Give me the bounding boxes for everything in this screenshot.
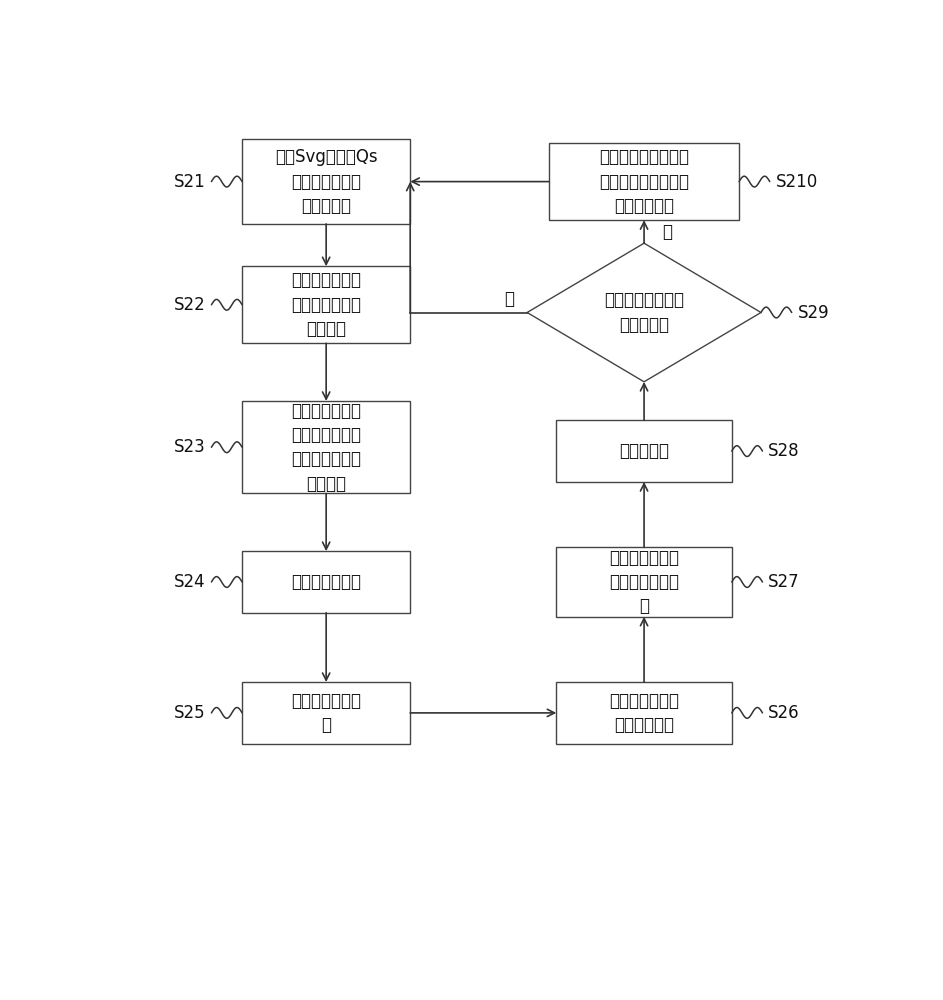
Text: 构建数据库: 构建数据库 [619, 442, 670, 460]
Text: S22: S22 [174, 296, 206, 314]
Text: S26: S26 [769, 704, 800, 722]
Text: S23: S23 [174, 438, 206, 456]
Text: 调用配电网自动
化系统中的实时
潮流数据: 调用配电网自动 化系统中的实时 潮流数据 [291, 271, 361, 338]
Text: 将配电网设备参
数和实时潮流数
据构建成配电网
优化模型: 将配电网设备参 数和实时潮流数 据构建成配电网 优化模型 [291, 402, 361, 493]
Bar [242, 401, 410, 493]
Text: 调用Svg文件和Qs
文件，得到配电
网设备参数: 调用Svg文件和Qs 文件，得到配电 网设备参数 [274, 148, 377, 215]
Text: 否: 否 [504, 290, 514, 308]
Text: S24: S24 [174, 573, 206, 591]
Bar [242, 682, 410, 744]
Text: 控制参数是否满足
数据库要求: 控制参数是否满足 数据库要求 [604, 291, 684, 334]
Text: S29: S29 [798, 304, 829, 322]
Text: 计算环网内有功
潮流控制极限: 计算环网内有功 潮流控制极限 [609, 692, 679, 734]
Bar [556, 547, 732, 617]
Text: 获取主变压器容
量和电厂装机容
量: 获取主变压器容 量和电厂装机容 量 [609, 549, 679, 615]
Text: 生成潮流控制信号，
将潮流控制信号返回
调度监控系统: 生成潮流控制信号， 将潮流控制信号返回 调度监控系统 [599, 148, 689, 215]
Polygon shape [527, 243, 761, 382]
Text: S21: S21 [174, 173, 206, 191]
Text: 获取潮流计算参
数: 获取潮流计算参 数 [291, 692, 361, 734]
Bar [549, 143, 739, 220]
Text: S28: S28 [769, 442, 800, 460]
Text: S25: S25 [174, 704, 206, 722]
Bar [242, 551, 410, 613]
Bar [556, 420, 732, 482]
Text: S210: S210 [776, 173, 818, 191]
Text: 是: 是 [662, 223, 672, 241]
Text: 合环转供电计算: 合环转供电计算 [291, 573, 361, 591]
Bar [556, 682, 732, 744]
Text: S27: S27 [769, 573, 800, 591]
Bar [242, 139, 410, 224]
Bar [242, 266, 410, 343]
